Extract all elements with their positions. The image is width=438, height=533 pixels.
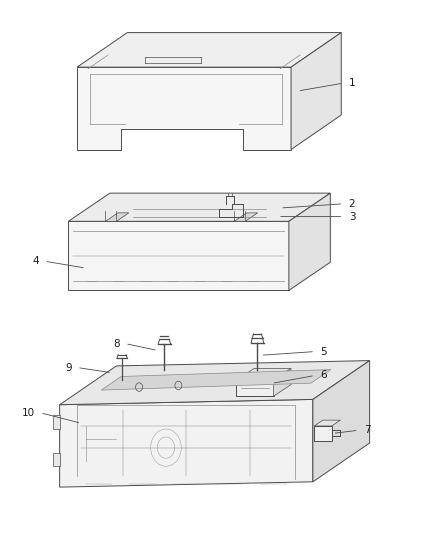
Polygon shape	[68, 193, 330, 221]
Text: 7: 7	[364, 425, 371, 435]
Polygon shape	[234, 213, 258, 221]
Text: 10: 10	[21, 408, 35, 418]
Polygon shape	[289, 193, 330, 290]
Polygon shape	[60, 361, 370, 405]
Polygon shape	[314, 420, 340, 426]
Polygon shape	[68, 221, 289, 290]
Text: 3: 3	[349, 212, 355, 222]
Polygon shape	[101, 369, 331, 390]
Polygon shape	[237, 380, 274, 396]
Polygon shape	[77, 67, 291, 150]
Polygon shape	[53, 453, 60, 466]
Text: 2: 2	[349, 199, 355, 209]
Polygon shape	[77, 33, 341, 67]
Polygon shape	[53, 415, 60, 429]
Text: 4: 4	[32, 256, 39, 266]
Polygon shape	[274, 368, 291, 396]
Text: 1: 1	[349, 78, 355, 88]
Text: 6: 6	[320, 370, 327, 381]
Text: 5: 5	[320, 346, 327, 357]
Polygon shape	[313, 361, 370, 482]
Text: 8: 8	[113, 338, 120, 349]
Text: 9: 9	[65, 362, 72, 373]
Polygon shape	[291, 33, 341, 150]
Polygon shape	[60, 399, 313, 487]
Polygon shape	[237, 368, 291, 380]
Polygon shape	[106, 213, 129, 221]
Polygon shape	[314, 426, 332, 441]
